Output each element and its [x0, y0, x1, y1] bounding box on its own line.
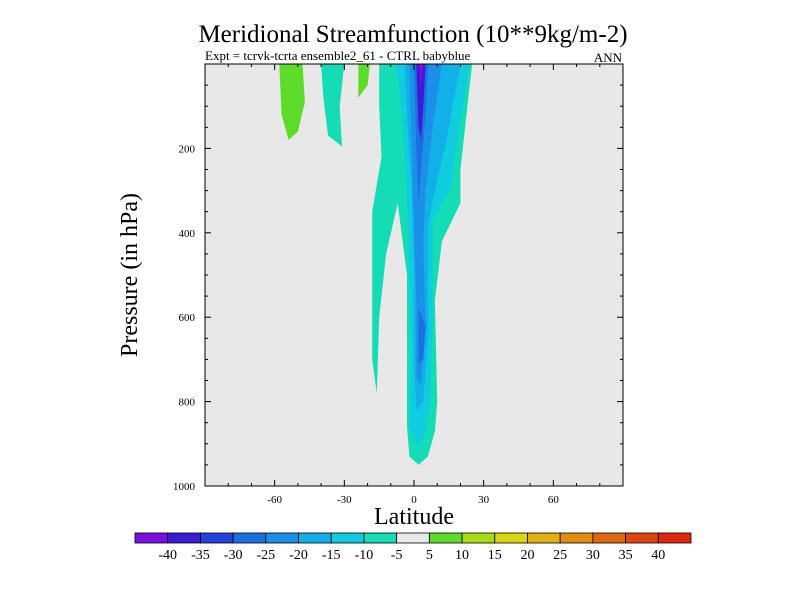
- x-tick-label: -60: [267, 494, 282, 506]
- colorbar-swatch: [265, 532, 299, 544]
- x-axis-label: Latitude: [374, 504, 454, 530]
- x-tick-label: 0: [411, 494, 417, 506]
- colorbar-swatch: [657, 532, 692, 544]
- contour-region-0: [279, 64, 305, 140]
- colorbar-swatch: [363, 532, 398, 544]
- colorbar-label: 20: [520, 548, 534, 563]
- season-label: ANN: [594, 50, 623, 65]
- colorbar-swatch: [559, 532, 594, 544]
- colorbar-swatch: [396, 532, 430, 544]
- colorbar-label: -35: [191, 548, 210, 563]
- y-axis-label: Pressure (in hPa): [117, 193, 143, 357]
- colorbar-label: -40: [158, 548, 177, 563]
- colorbar-swatch: [298, 532, 332, 544]
- y-tick-label: 600: [179, 312, 196, 324]
- colorbar-label: 25: [553, 548, 567, 563]
- colorbar-label: 40: [651, 548, 665, 563]
- contour-regions: [279, 64, 473, 465]
- y-tick-label: 800: [179, 397, 196, 409]
- colorbar-swatch: [527, 532, 561, 544]
- contour-region-1: [321, 64, 345, 147]
- colorbar-label: -30: [224, 548, 243, 563]
- colorbar-swatch: [330, 532, 365, 544]
- colorbar-label: 15: [488, 548, 502, 563]
- x-tick-label: 60: [548, 494, 560, 506]
- colorbar-label: -25: [256, 548, 275, 563]
- colorbar-label: -10: [355, 548, 374, 563]
- colorbar-label: -15: [322, 548, 341, 563]
- y-tick-label: 1000: [173, 481, 196, 493]
- y-tick-label: 200: [179, 143, 196, 155]
- colorbar-label: 5: [426, 548, 433, 563]
- colorbar-swatch: [200, 532, 234, 544]
- colorbar-swatch: [167, 532, 201, 544]
- y-tick-label: 400: [179, 228, 196, 240]
- colorbar: -40 -35 -30 -25 -20 -15 -10 -5 5 10 15 20 25 30 35 40: [134, 532, 692, 563]
- axis-ticks: -60 -30 0 30 60 200 400 600 800 1000: [173, 64, 623, 506]
- colorbar-label: 10: [455, 548, 469, 563]
- colorbar-swatch: [134, 532, 169, 544]
- contour-region-2: [358, 64, 370, 98]
- colorbar-label: -5: [391, 548, 403, 563]
- x-tick-label: -30: [337, 494, 352, 506]
- contour-region-10: [418, 64, 424, 90]
- chart-subtitle: Expt = tcrvk-tcrta ensemble2_61 - CTRL b…: [205, 48, 471, 63]
- colorbar-swatch: [625, 532, 659, 544]
- contour-region-8: [418, 308, 426, 364]
- colorbar-swatch: [592, 532, 626, 544]
- x-tick-label: 30: [478, 494, 490, 506]
- colorbar-swatch: [232, 532, 267, 544]
- colorbar-swatch: [494, 532, 528, 544]
- colorbar-swatch: [461, 532, 496, 544]
- colorbar-label: 30: [586, 548, 600, 563]
- colorbar-swatch: [428, 532, 463, 544]
- chart-title: Meridional Streamfunction (10**9kg/m-2): [198, 21, 627, 48]
- contour-region-9: [416, 64, 426, 140]
- colorbar-label: -20: [289, 548, 308, 563]
- colorbar-label: 35: [619, 548, 633, 563]
